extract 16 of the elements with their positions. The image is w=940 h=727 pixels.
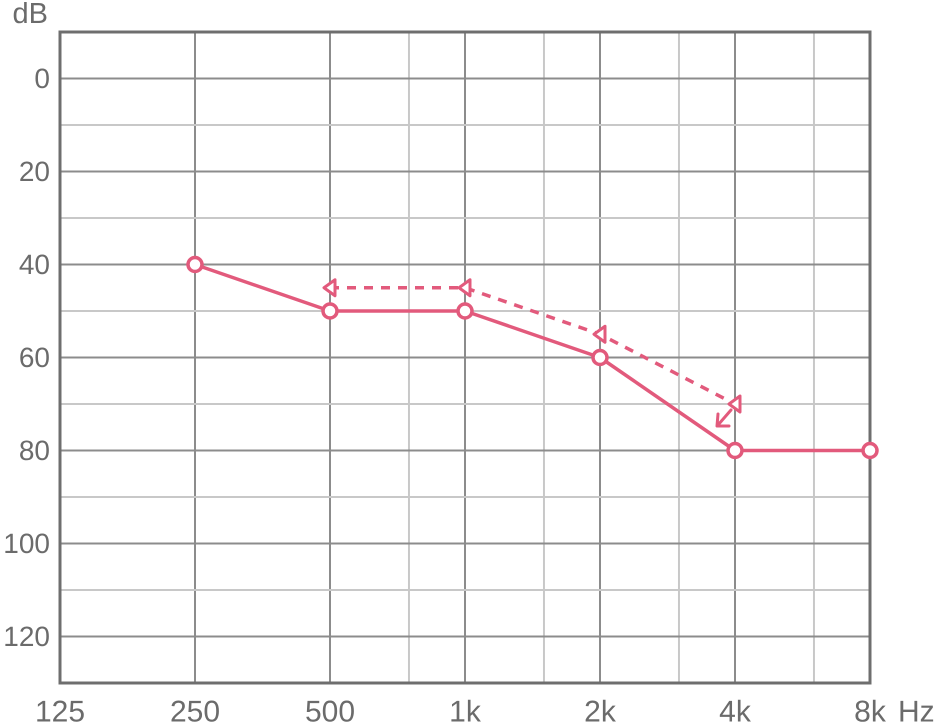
y-tick-label: 120 [3,621,50,652]
x-axis-title: Hz [898,696,935,727]
x-tick-label: 125 [34,696,86,727]
x-tick-label: 500 [304,696,356,727]
x-tick-label: 8k [854,696,887,727]
y-tick-label: 0 [34,63,50,94]
x-tick-label: 250 [170,696,220,727]
x-tick-label: 4k [719,696,752,727]
y-tick-label: 100 [3,528,50,559]
y-tick-label: 40 [18,249,50,280]
x-tick-label: 1k [449,696,482,727]
y-axis-title: dB [12,0,48,30]
x-tick-label: 2k [584,696,617,727]
y-tick-label: 80 [18,435,50,466]
y-tick-label: 60 [18,342,50,373]
y-tick-label: 20 [18,156,50,187]
